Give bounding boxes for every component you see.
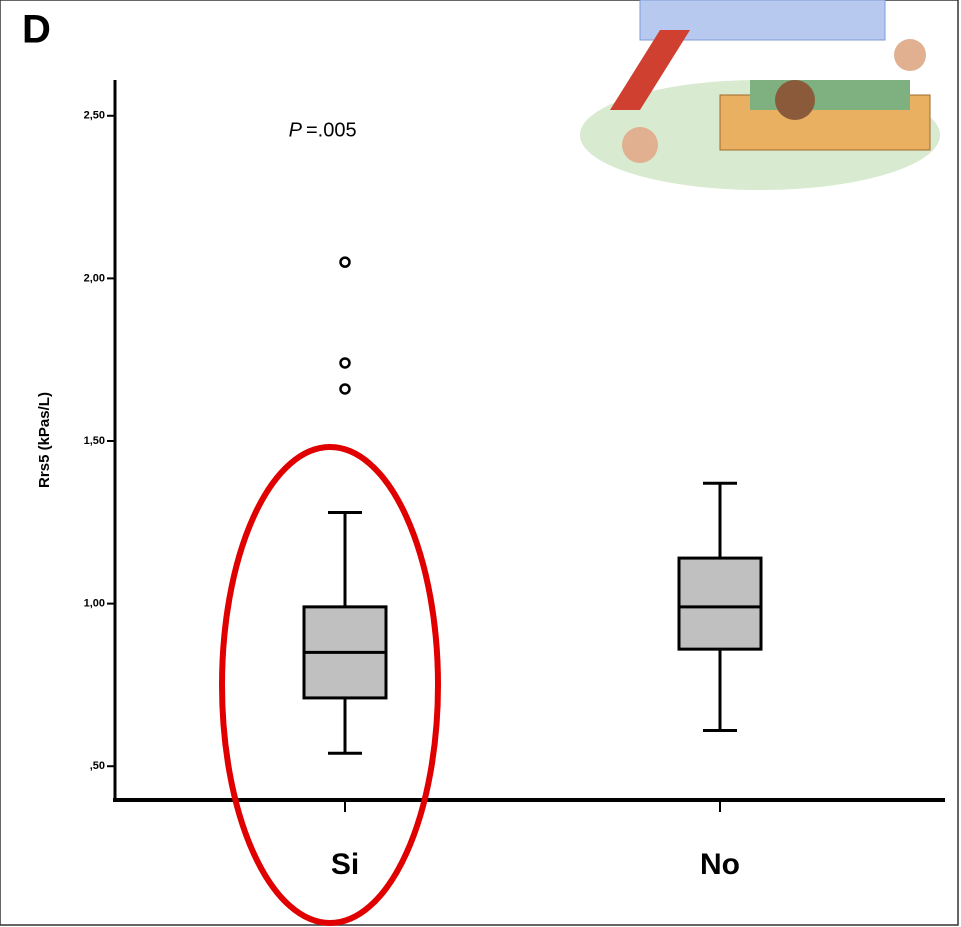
panel-label: D — [22, 8, 51, 52]
y-tick-label: ,50 — [90, 760, 105, 772]
outlier — [341, 384, 350, 393]
y-tick-label: 2,00 — [84, 272, 105, 284]
p-symbol: P — [289, 119, 303, 141]
y-tick-label: 1,00 — [84, 598, 105, 610]
chart: D Rrs5 (kPas/L) P =.005 ,50 1,00 1,50 2,00 2… — [0, 0, 961, 927]
y-tick-label: 1,50 — [84, 435, 105, 447]
p-value: =.005 — [306, 119, 357, 141]
x-tick-label: Si — [331, 848, 359, 881]
x-tick-label: No — [700, 848, 740, 881]
y-tick-label: 2,50 — [84, 110, 105, 122]
box — [679, 558, 761, 649]
y-axis-label: Rrs5 (kPas/L) — [36, 392, 53, 488]
outlier — [341, 358, 350, 367]
outlier — [341, 258, 350, 267]
